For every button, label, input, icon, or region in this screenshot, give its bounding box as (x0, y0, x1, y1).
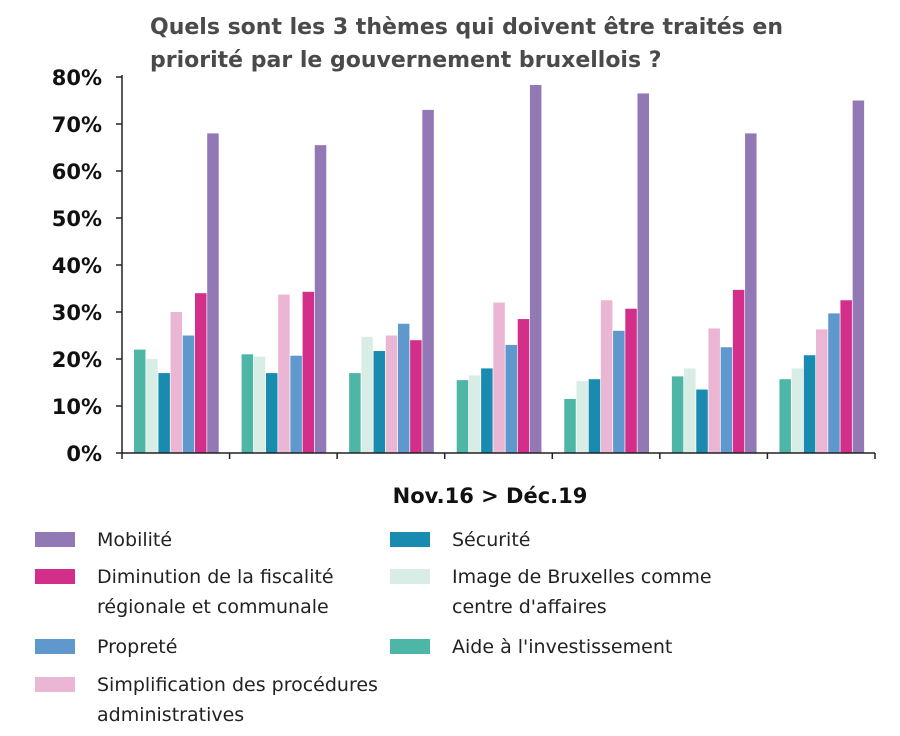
bar-s-curit--group-5 (588, 379, 601, 453)
legend-label-line: administratives (97, 704, 245, 726)
x-axis-label: Nov.16 > Déc.19 (393, 484, 588, 508)
legend-label-line: Propreté (97, 636, 178, 658)
bars-group (134, 84, 865, 454)
bar-image-de-bruxelles-comme-centre-d-affaires-group-4 (468, 375, 481, 453)
bar-mobilit--group-6 (745, 133, 757, 453)
bar-propret--group-5 (613, 330, 625, 453)
y-tick-label: 70% (52, 113, 102, 137)
legend-label-line: Aide à l'investissement (452, 636, 673, 658)
legend-swatch (390, 639, 430, 654)
y-tick-label: 60% (52, 160, 102, 184)
legend-item-simplification-des-proc-dures-administratives: Simplification des procédures administrat… (35, 670, 378, 730)
bar-s-curit--group-4 (481, 368, 493, 453)
bar-propret--group-6 (720, 347, 733, 453)
bar-aide-l-investissement-group-4 (456, 380, 469, 453)
legend-label: Sécurité (452, 525, 530, 555)
bar-diminution-de-la-fiscalit-r-gionale-et-communale-group-6 (732, 289, 745, 453)
bar-image-de-bruxelles-comme-centre-d-affaires-group-2 (253, 356, 266, 453)
bar-s-curit--group-6 (696, 389, 708, 453)
bar-simplification-des-proc-dures-administratives-group-3 (385, 335, 398, 453)
bar-mobilit--group-3 (422, 109, 434, 454)
bar-aide-l-investissement-group-5 (564, 398, 576, 453)
bar-aide-l-investissement-group-6 (671, 376, 684, 453)
legend-item-mobilit-: Mobilité (35, 525, 172, 555)
y-tick-label: 10% (52, 395, 102, 419)
bar-mobilit--group-2 (314, 145, 327, 453)
legend-label: Aide à l'investissement (452, 632, 672, 662)
legend-label-line: Image de Bruxelles comme (452, 566, 712, 588)
legend-item-s-curit-: Sécurité (390, 525, 530, 555)
y-tick-label: 20% (52, 348, 102, 372)
legend-label-line: Diminution de la fiscalité (97, 566, 334, 588)
bar-propret--group-3 (397, 323, 410, 453)
y-tick-label: 50% (52, 207, 102, 231)
bar-aide-l-investissement-group-7 (779, 379, 791, 453)
legend-label: Image de Bruxelles comme centre d'affaire… (452, 562, 712, 622)
legend-swatch (35, 532, 75, 547)
legend-label: Propreté (97, 632, 177, 662)
legend-label: Mobilité (97, 525, 172, 555)
legend-label-line: centre d'affaires (452, 596, 607, 618)
bar-simplification-des-proc-dures-administratives-group-7 (816, 329, 828, 453)
bar-mobilit--group-1 (207, 133, 219, 453)
bar-diminution-de-la-fiscalit-r-gionale-et-communale-group-7 (840, 300, 852, 453)
bar-diminution-de-la-fiscalit-r-gionale-et-communale-group-4 (517, 319, 530, 453)
legend-label-line: Mobilité (97, 529, 173, 551)
bar-s-curit--group-2 (265, 373, 278, 453)
bar-s-curit--group-3 (373, 351, 386, 453)
bar-image-de-bruxelles-comme-centre-d-affaires-group-1 (146, 359, 158, 453)
bar-diminution-de-la-fiscalit-r-gionale-et-communale-group-3 (410, 340, 422, 453)
bar-diminution-de-la-fiscalit-r-gionale-et-communale-group-2 (302, 291, 315, 453)
legend-swatch (35, 569, 75, 584)
bar-image-de-bruxelles-comme-centre-d-affaires-group-3 (361, 336, 373, 453)
bar-simplification-des-proc-dures-administratives-group-5 (600, 300, 613, 453)
bar-diminution-de-la-fiscalit-r-gionale-et-communale-group-5 (625, 308, 637, 453)
legend-item-propret-: Propreté (35, 632, 177, 662)
bar-propret--group-2 (290, 355, 302, 453)
bar-image-de-bruxelles-comme-centre-d-affaires-group-5 (576, 381, 588, 453)
bar-mobilit--group-7 (852, 100, 865, 453)
bar-mobilit--group-5 (637, 93, 649, 453)
y-tick-label: 80% (52, 66, 102, 90)
legend-item-image-de-bruxelles-comme-centre-d-affaires: Image de Bruxelles comme centre d'affaire… (390, 562, 712, 622)
bar-propret--group-1 (182, 335, 195, 453)
legend-label: Diminution de la fiscalité régionale et c… (97, 562, 334, 622)
y-tick-label: 30% (52, 301, 102, 325)
legend-swatch (390, 569, 430, 584)
bar-simplification-des-proc-dures-administratives-group-2 (278, 294, 290, 453)
y-tick-label: 40% (52, 254, 102, 278)
bar-aide-l-investissement-group-2 (241, 354, 254, 453)
bar-diminution-de-la-fiscalit-r-gionale-et-communale-group-1 (195, 293, 207, 453)
chart-title-line-1: Quels sont les 3 thèmes qui doivent être… (150, 15, 783, 40)
legend-swatch (390, 532, 430, 547)
chart-title-line-2: priorité par le gouvernement bruxellois … (150, 48, 662, 73)
axes (121, 75, 876, 459)
y-axis-ticks: 0% 10% 20% 30% 40% 50% 60% 70% 80% (52, 66, 122, 466)
y-tick-label: 0% (66, 442, 102, 466)
bar-simplification-des-proc-dures-administratives-group-4 (493, 302, 505, 453)
bar-aide-l-investissement-group-3 (349, 373, 361, 453)
legend-label-line: Simplification des procédures (97, 674, 378, 696)
bar-propret--group-7 (828, 313, 840, 453)
legend-swatch (35, 639, 75, 654)
legend-item-diminution-de-la-fiscalit-r-gionale-et-communale: Diminution de la fiscalité régionale et c… (35, 562, 334, 622)
bar-chart: Quels sont les 3 thèmes qui doivent être… (52, 15, 876, 508)
legend: Mobilité Diminution de la fiscalité région… (0, 520, 900, 730)
bar-mobilit--group-4 (529, 84, 542, 454)
legend-label: Simplification des procédures administrat… (97, 670, 378, 730)
bar-s-curit--group-1 (158, 373, 170, 453)
bar-image-de-bruxelles-comme-centre-d-affaires-group-6 (684, 368, 696, 453)
bar-propret--group-4 (505, 344, 518, 453)
legend-swatch (35, 677, 75, 692)
legend-item-aide-l-investissement: Aide à l'investissement (390, 632, 672, 662)
bar-aide-l-investissement-group-1 (134, 349, 146, 453)
bar-simplification-des-proc-dures-administratives-group-6 (708, 328, 720, 453)
bar-image-de-bruxelles-comme-centre-d-affaires-group-7 (791, 368, 804, 453)
bar-s-curit--group-7 (803, 355, 816, 453)
legend-label-line: Sécurité (452, 529, 531, 551)
bar-simplification-des-proc-dures-administratives-group-1 (170, 312, 183, 453)
legend-label-line: régionale et communale (97, 596, 329, 618)
